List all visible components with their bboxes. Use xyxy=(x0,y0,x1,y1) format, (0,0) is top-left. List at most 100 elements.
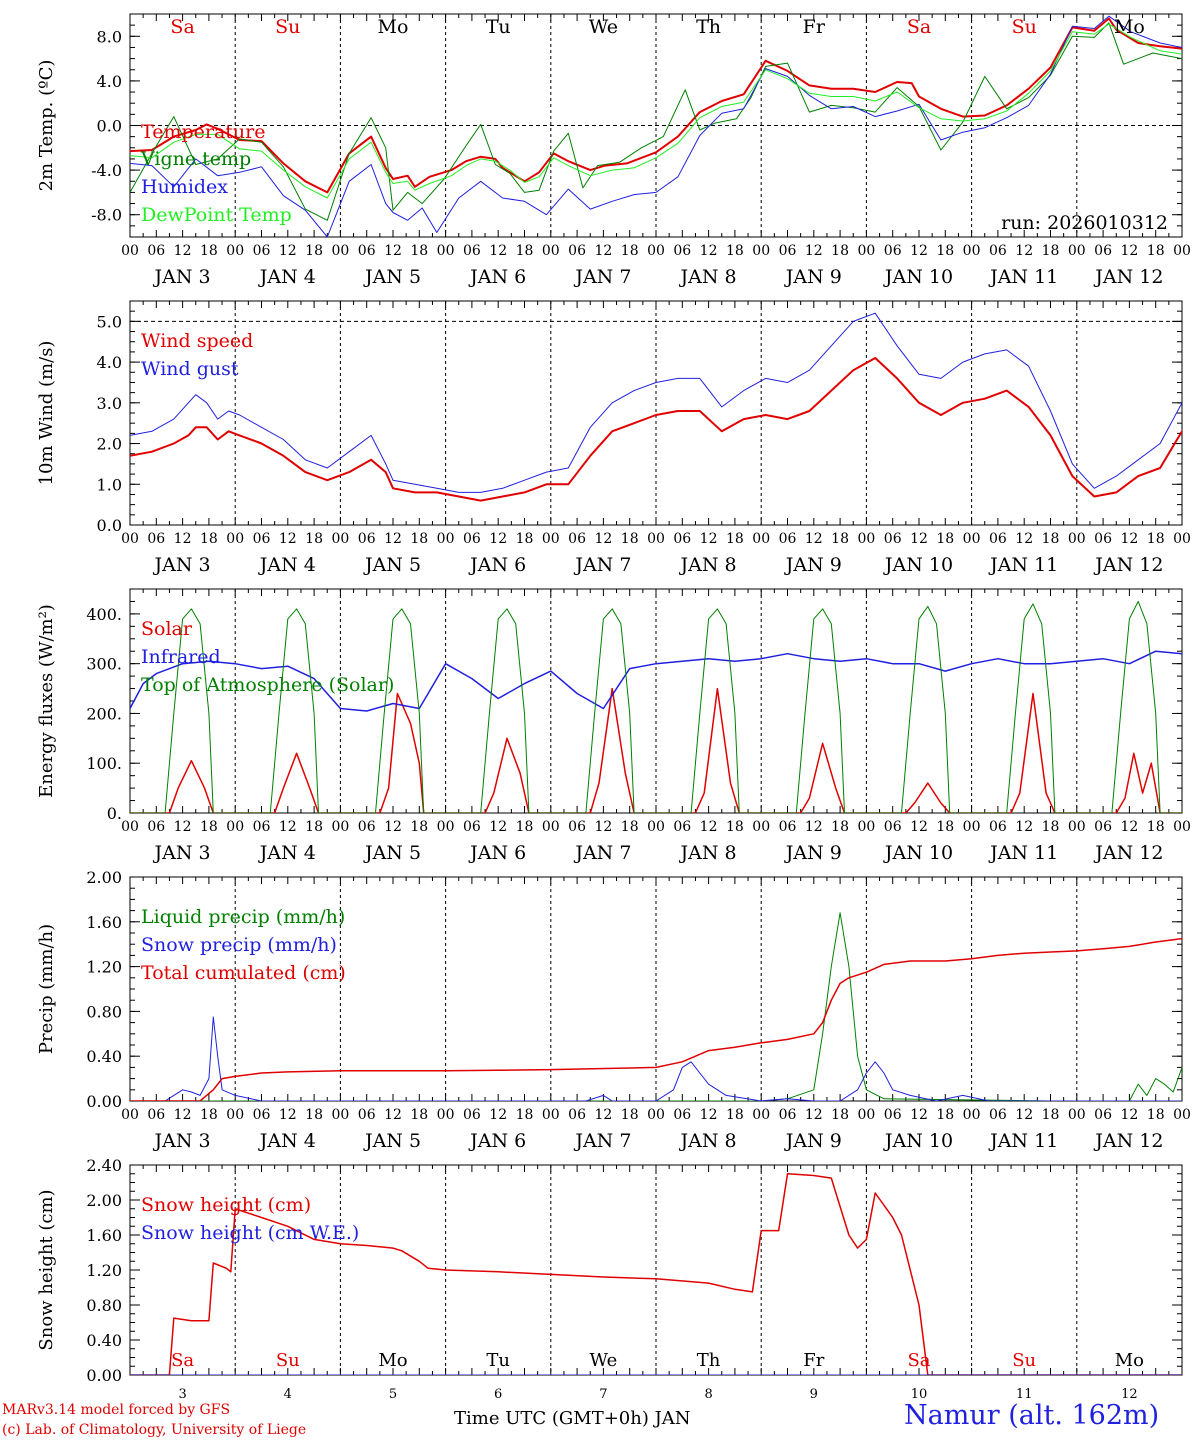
hour-label: 06 xyxy=(884,531,902,547)
hour-label: 18 xyxy=(936,531,954,547)
panel-2: 0.0 1.0 2.0 3.0 4.0 5.0 10m Wind (m/s) Wind spe… xyxy=(36,300,1191,576)
station-label: Namur (alt. 162m) xyxy=(904,1400,1160,1431)
hour-label: 06 xyxy=(463,1107,481,1123)
hour-label: 12 xyxy=(700,819,718,835)
series-line xyxy=(130,937,1182,1101)
hour-label: 00 xyxy=(542,531,560,547)
hour-label: 00 xyxy=(857,819,875,835)
y-tick-label: 1.0 xyxy=(97,475,122,494)
y-axis-label: Energy fluxes (W/m²) xyxy=(36,604,57,798)
day-number: 10 xyxy=(911,1387,928,1402)
lab-credit: (c) Lab. of Climatology, University of L… xyxy=(2,1422,307,1438)
day-label: JAN 8 xyxy=(679,1130,737,1152)
day-number: 7 xyxy=(599,1387,607,1402)
hour-label: 18 xyxy=(200,531,218,547)
legend-entry: Liquid precip (mm/h) xyxy=(141,906,345,928)
y-tick-label: 0.40 xyxy=(86,1047,122,1066)
run-label: run: 2026010312 xyxy=(1001,212,1168,234)
day-label: JAN 10 xyxy=(883,554,953,576)
day-label: JAN 11 xyxy=(988,1130,1058,1152)
panel-1: -8.0 -4.0 0.0 4.0 8.0 2m Temp. (ºC) Temperatur… xyxy=(36,13,1191,288)
day-number: 3 xyxy=(178,1387,186,1402)
y-tick-label: 2.00 xyxy=(86,868,122,887)
y-tick-label: -8.0 xyxy=(91,206,122,225)
legend-entry: Snow height (cm) xyxy=(141,1194,311,1216)
legend-entry: Temperature xyxy=(141,121,265,143)
hour-label: 18 xyxy=(726,1107,744,1123)
y-axis-label: 2m Temp. (ºC) xyxy=(36,60,57,192)
weekday-bottom: Fr xyxy=(803,1350,824,1371)
hour-label: 12 xyxy=(594,531,612,547)
y-tick-label: 8.0 xyxy=(97,27,122,46)
hour-label: 00 xyxy=(752,243,770,259)
y-tick-label: 1.60 xyxy=(86,913,122,932)
hour-label: 06 xyxy=(253,243,271,259)
day-label: JAN 4 xyxy=(258,554,316,576)
y-tick-label: 1.20 xyxy=(86,958,122,977)
hour-label: 00 xyxy=(121,819,139,835)
hour-label: 00 xyxy=(437,819,455,835)
y-tick-label: 0.80 xyxy=(86,1002,122,1021)
hour-label: 00 xyxy=(647,1107,665,1123)
hour-label: 06 xyxy=(463,243,481,259)
hour-label: 00 xyxy=(331,531,349,547)
hour-label: 06 xyxy=(884,819,902,835)
hour-label: 18 xyxy=(621,531,639,547)
hour-label: 06 xyxy=(147,1107,165,1123)
day-label: JAN 3 xyxy=(153,1130,211,1152)
hour-label: 12 xyxy=(1120,243,1138,259)
hour-label: 00 xyxy=(857,531,875,547)
hour-label: 18 xyxy=(305,531,323,547)
hour-label: 18 xyxy=(726,819,744,835)
weekday-top: Mo xyxy=(1114,16,1145,38)
hour-label: 06 xyxy=(1094,531,1112,547)
hour-label: 06 xyxy=(358,531,376,547)
hour-label: 06 xyxy=(147,531,165,547)
hour-label: 00 xyxy=(1173,1107,1191,1123)
day-number: 8 xyxy=(704,1387,712,1402)
hour-label: 18 xyxy=(200,819,218,835)
y-tick-label: 0.0 xyxy=(97,516,122,535)
y-tick-label: 2.0 xyxy=(97,435,122,454)
hour-label: 18 xyxy=(831,819,849,835)
hour-label: 00 xyxy=(121,531,139,547)
weekday-top: Su xyxy=(275,16,300,38)
hour-label: 06 xyxy=(1094,243,1112,259)
hour-label: 12 xyxy=(384,531,402,547)
y-tick-label: 100. xyxy=(86,754,122,773)
series-line xyxy=(130,1016,1182,1101)
day-number: 4 xyxy=(284,1387,292,1402)
hour-label: 06 xyxy=(253,1107,271,1123)
legend-entry: Total cumulated (cm) xyxy=(141,962,346,984)
day-label: JAN 8 xyxy=(679,842,737,864)
day-number: 5 xyxy=(389,1387,397,1402)
hour-label: 00 xyxy=(121,1107,139,1123)
hour-label: 12 xyxy=(174,819,192,835)
weekday-bottom: We xyxy=(590,1350,618,1371)
hour-label: 06 xyxy=(989,1107,1007,1123)
y-tick-label: 3.0 xyxy=(97,394,122,413)
day-number: 6 xyxy=(494,1387,502,1402)
day-label: JAN 3 xyxy=(153,554,211,576)
hour-label: 12 xyxy=(910,531,928,547)
weekday-bottom: Tu xyxy=(486,1350,510,1371)
hour-label: 06 xyxy=(779,1107,797,1123)
legend-entry: DewPoint Temp xyxy=(141,204,292,226)
weekday-bottom: Sa xyxy=(907,1350,930,1371)
y-tick-label: 4.0 xyxy=(97,353,122,372)
hour-label: 18 xyxy=(831,1107,849,1123)
day-label: JAN 8 xyxy=(679,554,737,576)
series-line xyxy=(130,312,1182,493)
hour-label: 06 xyxy=(884,1107,902,1123)
y-axis-label: Precip (mm/h) xyxy=(36,924,57,1054)
hour-label: 06 xyxy=(568,1107,586,1123)
weekday-bottom: Mo xyxy=(378,1350,407,1371)
hour-label: 06 xyxy=(358,1107,376,1123)
day-label: JAN 6 xyxy=(468,1130,526,1152)
hour-label: 12 xyxy=(279,819,297,835)
hour-label: 18 xyxy=(621,243,639,259)
hour-label: 18 xyxy=(1147,243,1165,259)
hour-label: 00 xyxy=(963,819,981,835)
hour-label: 00 xyxy=(647,531,665,547)
hour-label: 12 xyxy=(1015,243,1033,259)
